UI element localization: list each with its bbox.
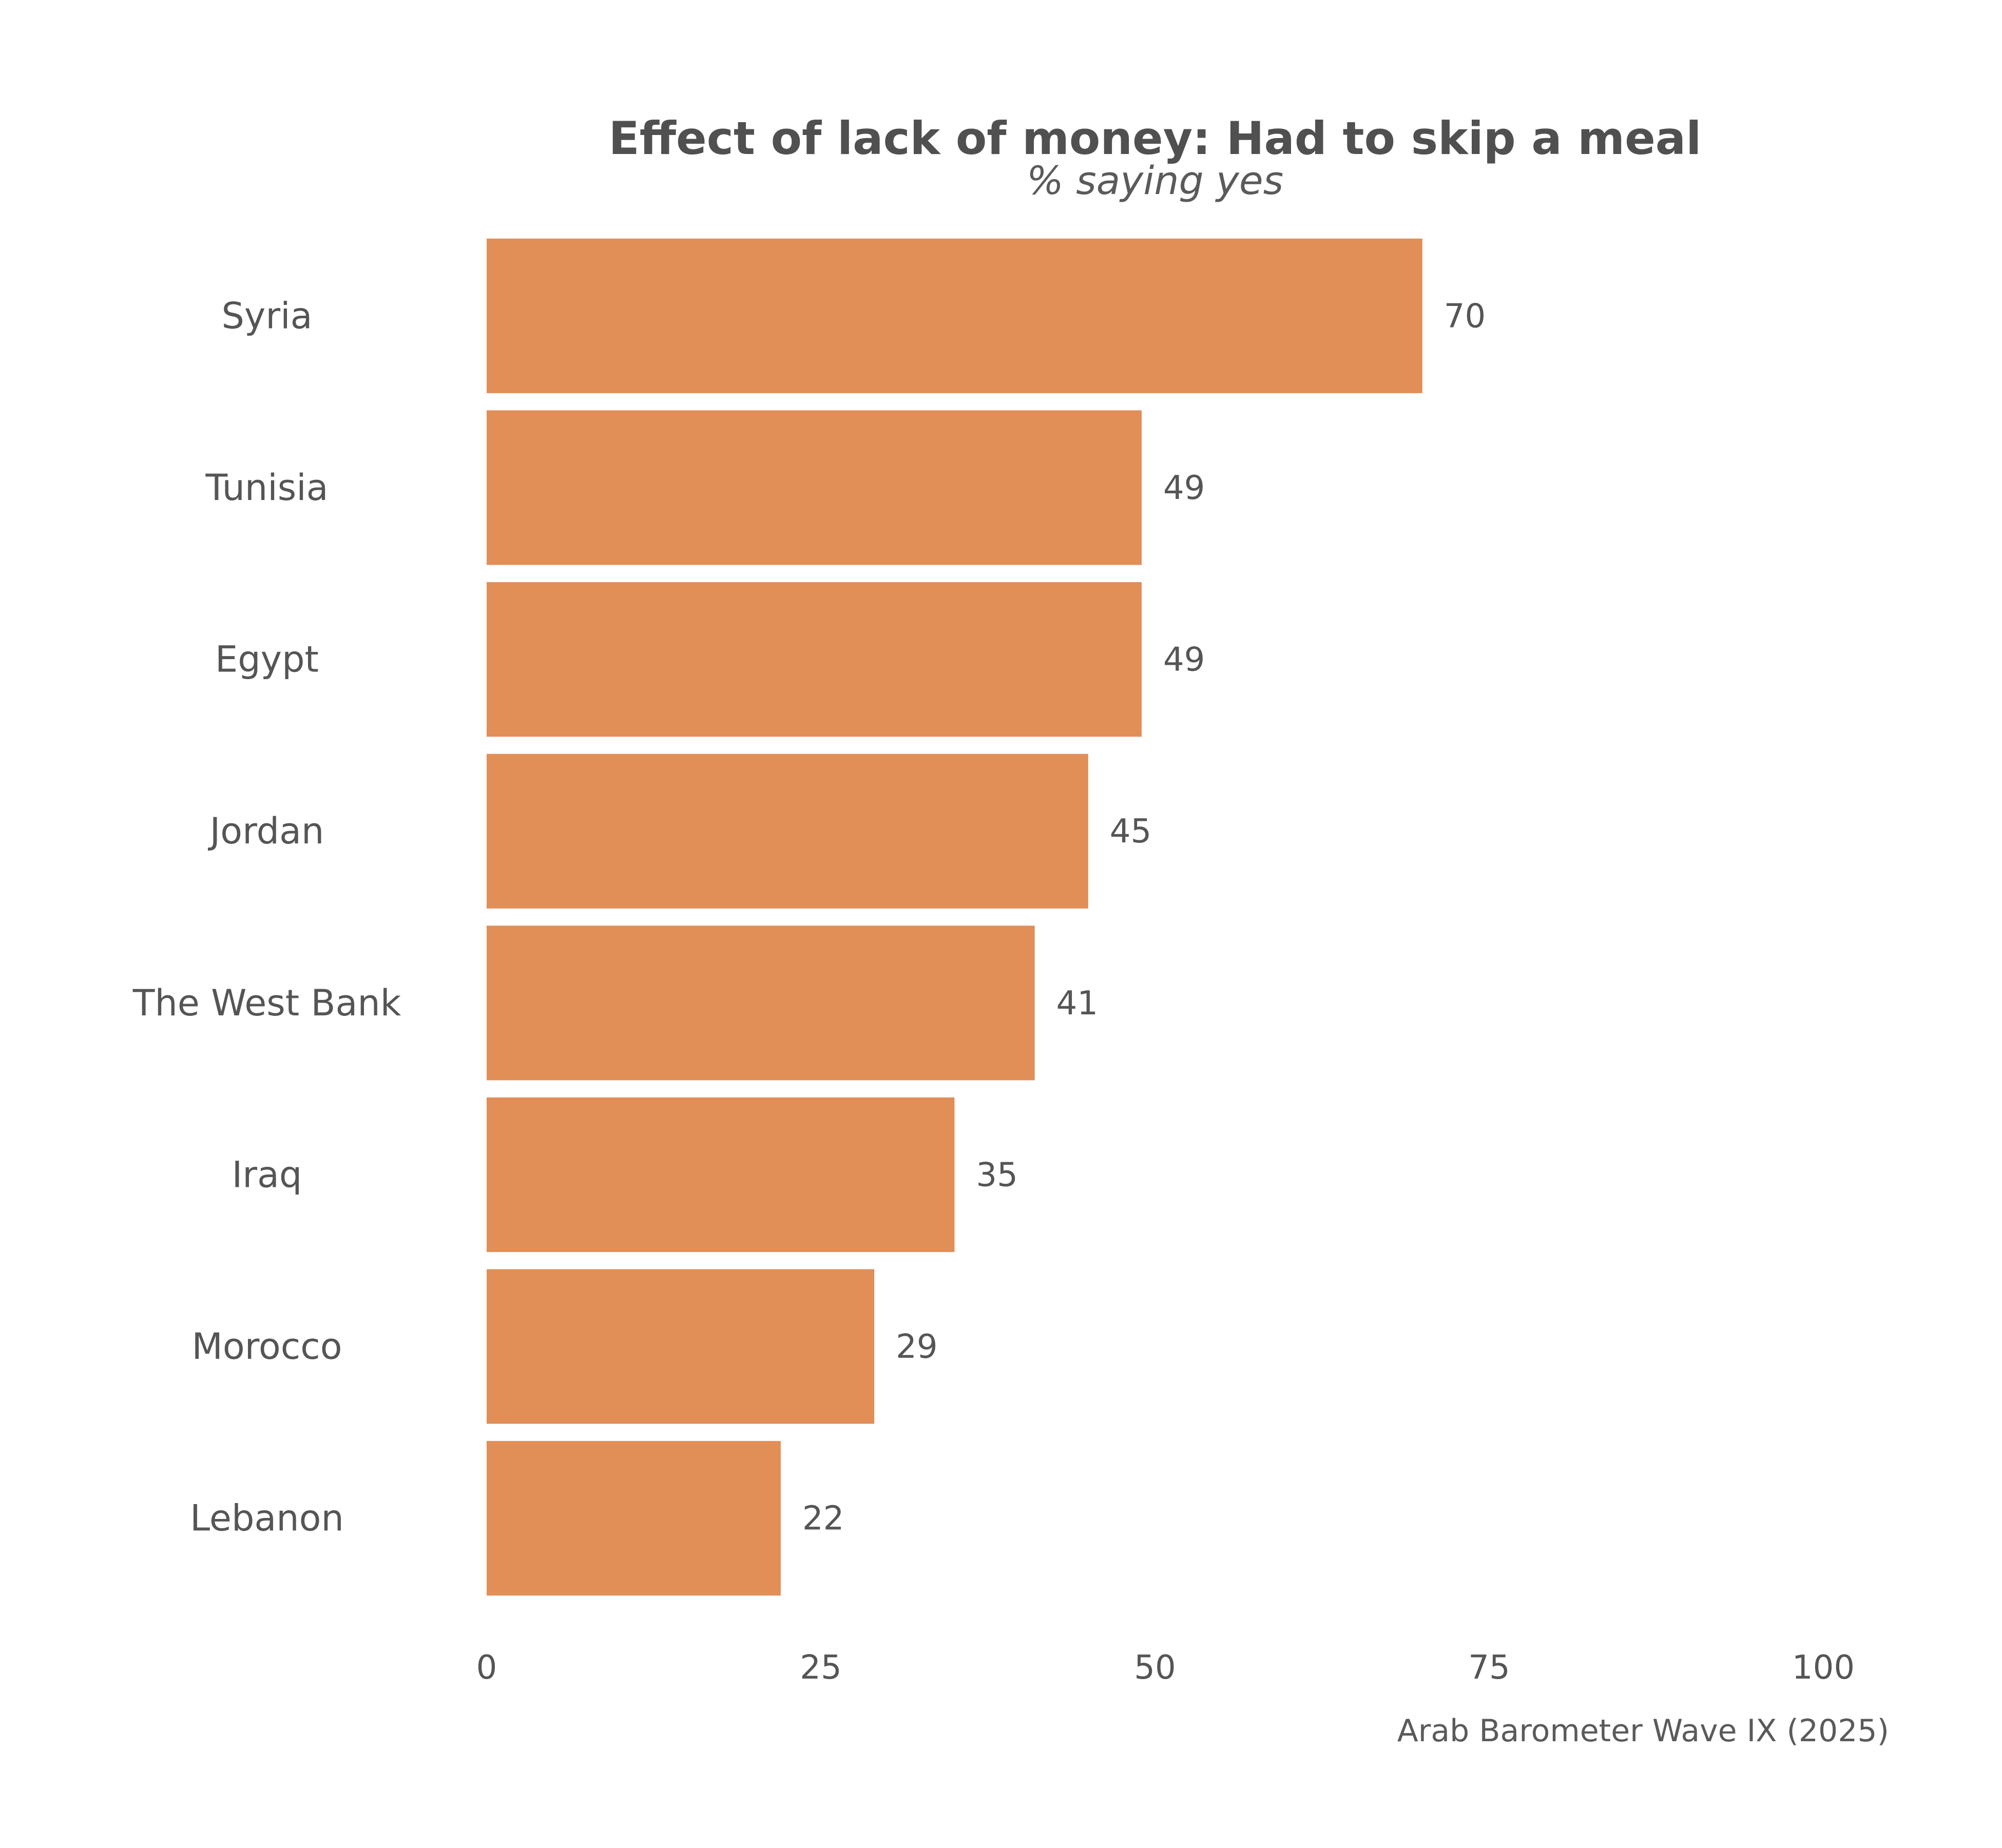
x-axis-ticks: 0 25 50 75 100	[476, 1649, 1855, 1687]
category-label: Lebanon	[190, 1497, 344, 1539]
bar-group	[487, 238, 1422, 1596]
value-label: 70	[1444, 297, 1486, 335]
chart-subtitle: % saying yes	[1027, 158, 1284, 203]
value-label: 22	[802, 1500, 844, 1538]
value-label: 49	[1163, 641, 1205, 679]
bar-tunisia	[487, 410, 1142, 565]
value-label: 49	[1163, 469, 1205, 507]
bar-morocco	[487, 1269, 875, 1424]
chart-title: Effect of lack of money: Had to skip a m…	[609, 112, 1702, 165]
category-label: Iraq	[232, 1153, 302, 1196]
bar-egypt	[487, 582, 1142, 737]
category-label: Syria	[222, 295, 313, 337]
category-label: Morocco	[191, 1325, 342, 1368]
category-label: Tunisia	[205, 467, 328, 509]
x-tick-label: 75	[1468, 1649, 1510, 1687]
value-label: 29	[896, 1328, 937, 1366]
bar-the-west-bank	[487, 926, 1035, 1081]
bar-iraq	[487, 1097, 955, 1253]
value-label: 41	[1056, 985, 1098, 1023]
value-label: 35	[976, 1156, 1017, 1194]
bar-syria	[487, 238, 1422, 393]
category-label: Jordan	[208, 810, 324, 852]
x-tick-label: 50	[1134, 1649, 1176, 1687]
value-labels: 70 49 49 45 41 35 29 22	[802, 297, 1486, 1537]
bar-lebanon	[487, 1441, 781, 1596]
bar-jordan	[487, 754, 1088, 909]
category-labels: Syria Tunisia Egypt Jordan The West Bank Iraq…	[132, 295, 401, 1539]
x-tick-label: 0	[476, 1649, 497, 1687]
x-tick-label: 100	[1792, 1649, 1855, 1687]
value-label: 45	[1110, 813, 1151, 851]
category-label: The West Bank	[132, 982, 401, 1024]
x-tick-label: 25	[800, 1649, 841, 1687]
category-label: Egypt	[215, 639, 319, 681]
chart-caption: Arab Barometer Wave IX (2025)	[1397, 1713, 1889, 1749]
